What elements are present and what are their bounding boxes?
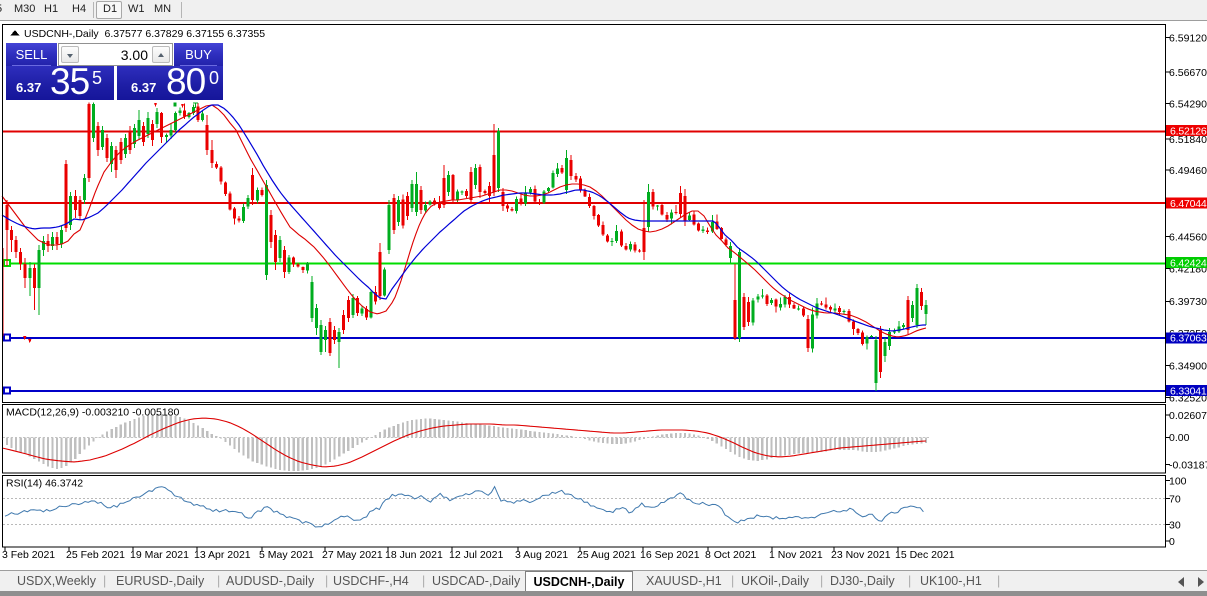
svg-text:0.00: 0.00 [1169, 432, 1190, 444]
svg-text:16 Sep 2021: 16 Sep 2021 [640, 549, 700, 561]
svg-text:15 Dec 2021: 15 Dec 2021 [895, 549, 955, 561]
svg-text:6.51840: 6.51840 [1169, 134, 1207, 146]
svg-text:23 Nov 2021: 23 Nov 2021 [831, 549, 891, 561]
svg-text:6.33041: 6.33041 [1170, 385, 1207, 397]
svg-text:0.02607: 0.02607 [1169, 410, 1207, 422]
svg-text:8 Oct 2021: 8 Oct 2021 [705, 549, 757, 561]
svg-text:13 Apr 2021: 13 Apr 2021 [194, 549, 251, 561]
svg-text:5 May 2021: 5 May 2021 [259, 549, 314, 561]
svg-text:6.49460: 6.49460 [1169, 165, 1207, 177]
svg-text:25 Aug 2021: 25 Aug 2021 [577, 549, 636, 561]
svg-text:19 Mar 2021: 19 Mar 2021 [130, 549, 189, 561]
svg-text:70: 70 [1169, 493, 1181, 505]
svg-text:0: 0 [1169, 536, 1175, 548]
svg-text:6.44560: 6.44560 [1169, 231, 1207, 243]
svg-text:12 Jul 2021: 12 Jul 2021 [449, 549, 503, 561]
svg-text:30: 30 [1169, 519, 1181, 531]
svg-text:6.47044: 6.47044 [1170, 198, 1207, 210]
svg-text:6.37063: 6.37063 [1170, 333, 1207, 345]
svg-text:-0.031872: -0.031872 [1169, 459, 1207, 471]
svg-text:6.56670: 6.56670 [1169, 67, 1207, 79]
svg-text:6.42424: 6.42424 [1170, 257, 1207, 269]
svg-text:MACD(12,26,9) -0.003210 -0.005: MACD(12,26,9) -0.003210 -0.005180 [6, 407, 180, 419]
svg-text:6.39730: 6.39730 [1169, 296, 1207, 308]
svg-text:18 Jun 2021: 18 Jun 2021 [385, 549, 443, 561]
svg-text:100: 100 [1169, 475, 1187, 487]
svg-text:6.34900: 6.34900 [1169, 360, 1207, 372]
svg-text:27 May 2021: 27 May 2021 [322, 549, 383, 561]
svg-text:RSI(14) 46.3742: RSI(14) 46.3742 [6, 478, 83, 490]
svg-text:25 Feb 2021: 25 Feb 2021 [66, 549, 125, 561]
svg-text:1 Nov 2021: 1 Nov 2021 [769, 549, 823, 561]
svg-text:6.59120: 6.59120 [1169, 32, 1207, 44]
svg-text:3 Aug 2021: 3 Aug 2021 [515, 549, 568, 561]
svg-text:USDCNH-,Daily 6.37577 6.37829: USDCNH-,Daily 6.37577 6.37829 6.37155 6.… [24, 28, 265, 40]
svg-text:3 Feb 2021: 3 Feb 2021 [2, 549, 55, 561]
svg-text:6.54290: 6.54290 [1169, 98, 1207, 110]
svg-text:6.52126: 6.52126 [1170, 126, 1207, 138]
